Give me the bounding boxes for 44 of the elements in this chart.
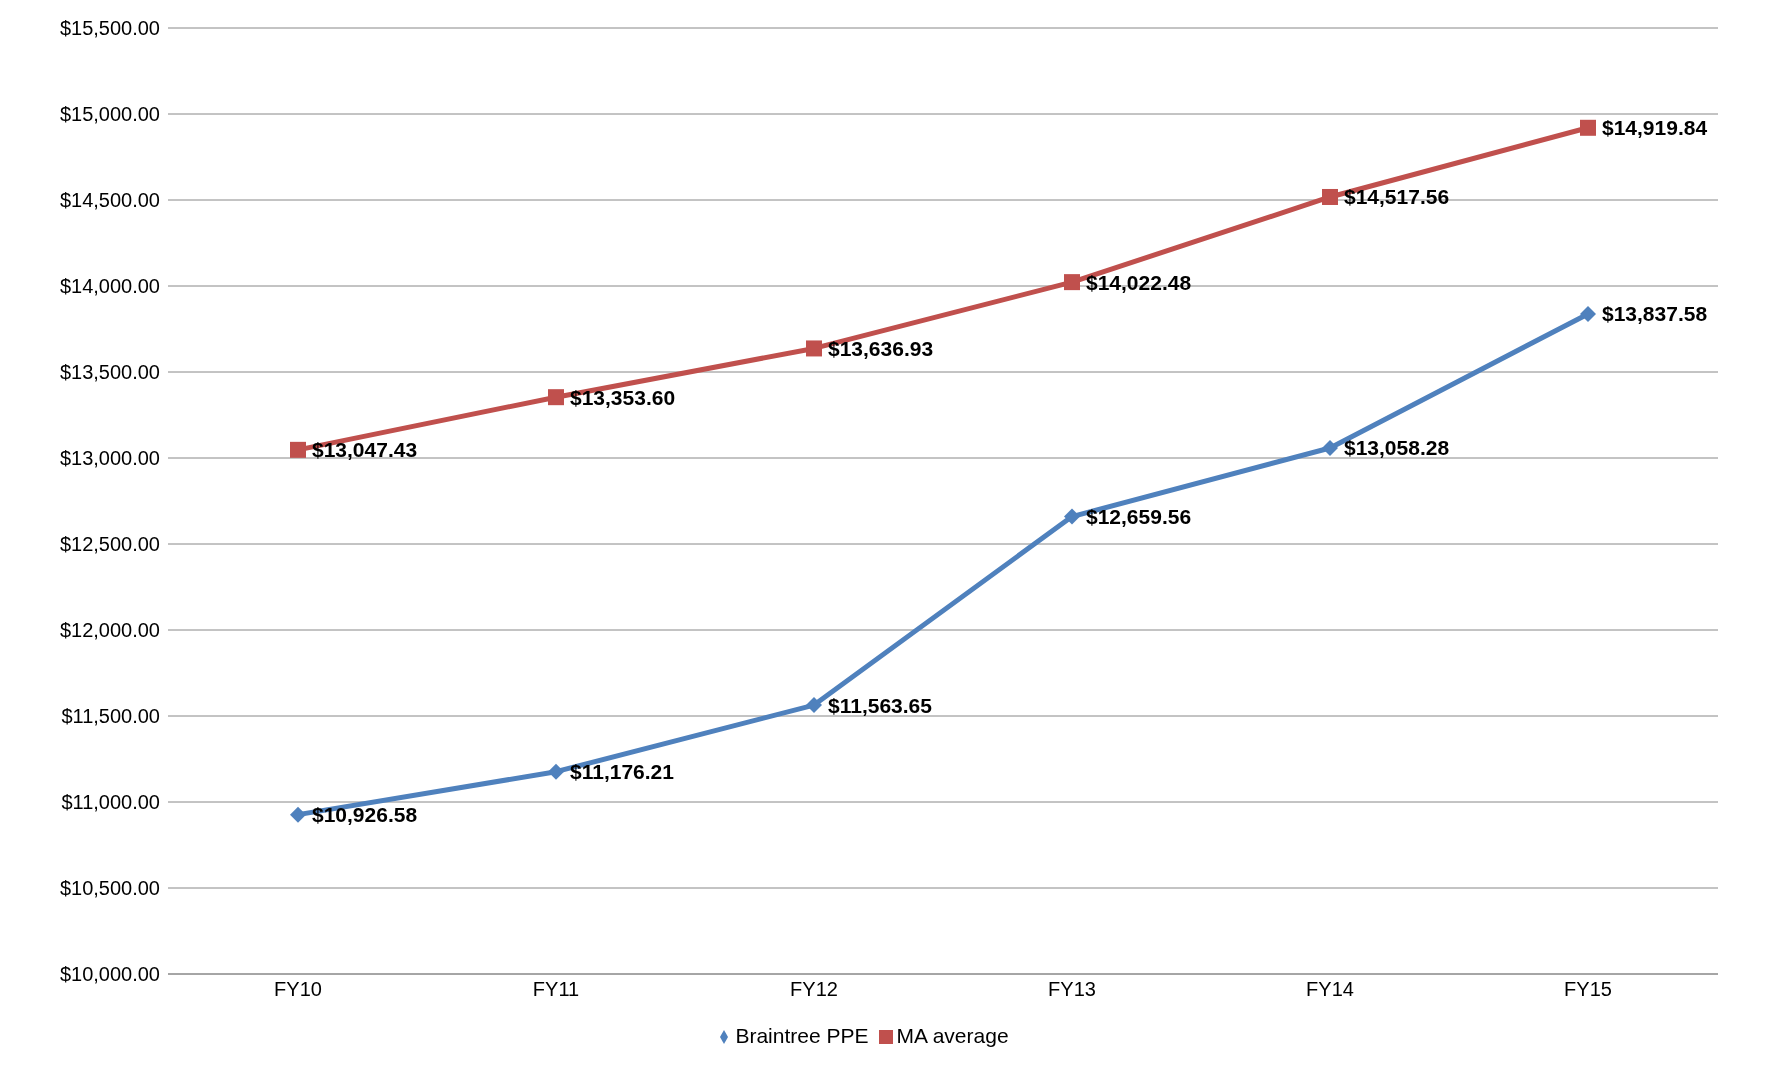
data-label: $10,926.58 bbox=[312, 803, 418, 827]
y-tick-label: $13,500.00 bbox=[59, 361, 160, 384]
x-tick-label: FY10 bbox=[274, 978, 322, 1001]
point bbox=[548, 389, 564, 406]
point bbox=[1064, 508, 1080, 525]
point bbox=[806, 697, 822, 714]
y-tick-label: $13,000.00 bbox=[59, 447, 160, 470]
point bbox=[1064, 274, 1080, 291]
x-tick-label: FY14 bbox=[1306, 978, 1354, 1001]
y-tick-label: $12,000.00 bbox=[59, 619, 160, 642]
data-label: $13,837.58 bbox=[1602, 302, 1708, 326]
data-label: $11,563.65 bbox=[828, 693, 933, 717]
legend-label: Braintree PPE bbox=[735, 1024, 869, 1047]
y-tick-label: $15,000.00 bbox=[59, 103, 160, 126]
data-label: $13,353.60 bbox=[570, 385, 676, 409]
y-tick-label: $11,000.00 bbox=[61, 791, 160, 814]
y-tick-label: $15,500.00 bbox=[59, 17, 160, 40]
point bbox=[1580, 119, 1596, 136]
data-label: $13,047.43 bbox=[312, 438, 418, 462]
y-tick-label: $10,000.00 bbox=[59, 963, 160, 986]
y-tick-label: $14,500.00 bbox=[59, 189, 160, 212]
x-tick-label: FY12 bbox=[790, 978, 838, 1001]
y-tick-label: $14,000.00 bbox=[59, 275, 160, 298]
data-label: $13,636.93 bbox=[828, 336, 934, 360]
point bbox=[290, 441, 306, 458]
data-label: $11,176.21 bbox=[570, 760, 675, 784]
y-tick-label: $12,500.00 bbox=[59, 533, 160, 556]
point bbox=[1580, 305, 1596, 322]
data-label: $14,022.48 bbox=[1086, 270, 1192, 294]
y-tick-label: $10,500.00 bbox=[59, 877, 160, 900]
point bbox=[290, 806, 306, 823]
point bbox=[806, 340, 822, 357]
point bbox=[548, 763, 564, 780]
x-tick-label: FY11 bbox=[532, 978, 580, 1001]
data-label: $14,517.56 bbox=[1344, 185, 1450, 209]
point bbox=[1322, 439, 1338, 456]
legend-label: MA average bbox=[896, 1024, 1009, 1047]
data-label: $13,058.28 bbox=[1344, 436, 1450, 460]
x-tick-label: FY15 bbox=[1564, 978, 1612, 1001]
point bbox=[1322, 188, 1338, 205]
data-label: $14,919.84 bbox=[1602, 116, 1708, 140]
data-label: $12,659.56 bbox=[1086, 505, 1192, 529]
y-tick-label: $11,500.00 bbox=[61, 705, 160, 728]
x-tick-label: FY13 bbox=[1048, 978, 1096, 1001]
